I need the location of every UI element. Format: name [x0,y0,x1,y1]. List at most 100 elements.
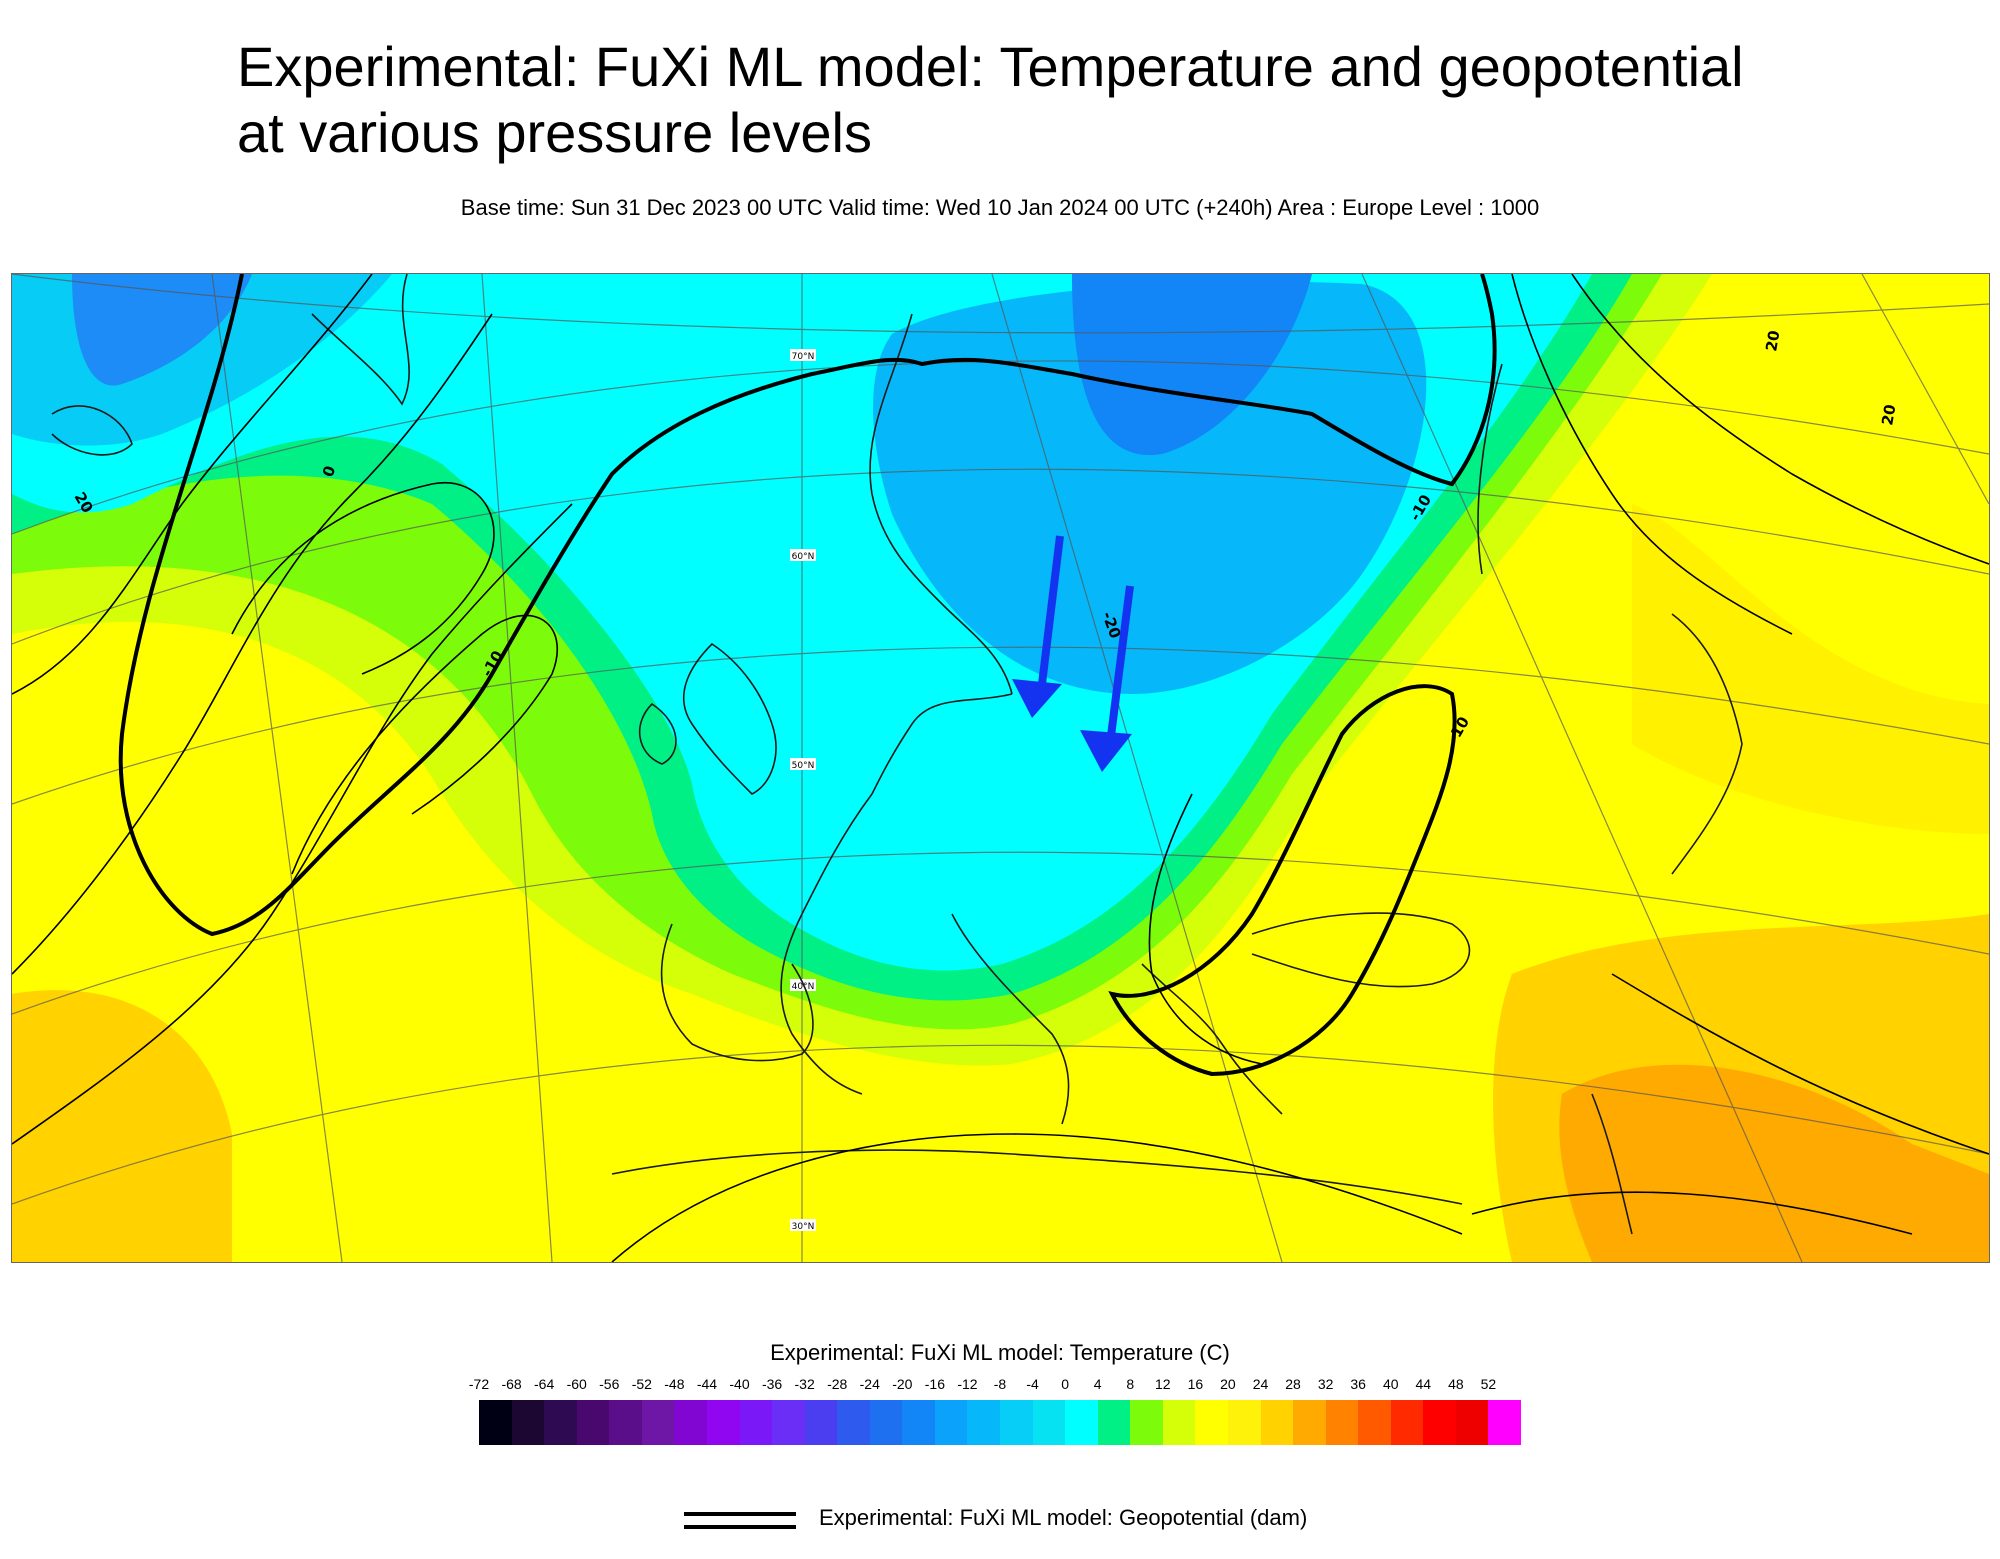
colorbar-tick-label: -20 [892,1376,913,1392]
parallel-30 [12,1044,1989,1205]
colorbar-tick-label: -56 [599,1376,620,1392]
colorbar-cell [1358,1400,1391,1445]
colorbar-tick-label: -52 [631,1376,652,1392]
contour-thin-10 [1611,973,1989,1155]
contour-bold-trough [1108,684,1457,1077]
colorbar-tick-label: -44 [696,1376,718,1392]
contour-thin-4 [231,481,495,675]
colorbar-cell [1293,1400,1326,1445]
colorbar-cell [1390,1400,1424,1445]
colorbar-tick-label: 16 [1187,1376,1204,1392]
colorbar-cell [706,1400,740,1445]
colorbar-cell [1162,1400,1196,1445]
arrow-1-shaft [1038,535,1064,685]
colorbar-cell [1227,1400,1261,1445]
parallel-50 [12,646,1989,805]
contour-thin-8 [1571,274,1989,565]
colorbar-tick-label: -4 [1026,1376,1039,1392]
coast-norway [869,313,1013,695]
temperature-map[interactable]: 70°N 60°N 50°N 40°N 30°N [11,273,1990,1263]
parallel-60b [12,468,1989,645]
lat-label-60: 60°N [792,552,815,562]
geopotential-legend: Experimental: FuXi ML model: Geopotentia… [684,1505,1384,1545]
colorbar-tick-label: 20 [1220,1376,1236,1392]
colorbar-tick-label: -28 [827,1376,848,1392]
colorbar-tick-label: 28 [1285,1376,1301,1392]
colorbar-tick-label: 12 [1155,1376,1171,1392]
colorbar-cell [674,1400,707,1445]
colorbar-tick-label: 40 [1382,1376,1399,1392]
coast-ireland [638,702,677,765]
colorbar-cell [1195,1400,1228,1445]
map-canvas: 70°N 60°N 50°N 40°N 30°N [12,274,1989,1262]
lat-60-bg [790,549,816,561]
colorbar-tick-label: -48 [664,1376,685,1392]
colorbar-cell [837,1400,870,1445]
colorbar-tick-label: 52 [1480,1376,1497,1392]
coast-north-africa [611,1149,1463,1205]
contour-thin-9 [1148,793,1263,1065]
colorbar-tick-label: -32 [794,1376,815,1392]
iso-label-20-east2: 20 [1878,403,1899,427]
coast-greenland-south [51,405,133,456]
iso-label-20-east1: 20 [1762,329,1783,353]
warm-zone-middle-east [1559,1064,1989,1262]
coast-caspian [1671,613,1743,875]
colorbar-tick-label: -68 [501,1376,522,1392]
colorbar-tick-label: -60 [566,1376,587,1392]
contour-thin-3 [12,503,573,1145]
colorbar-cell [1000,1400,1033,1445]
contour-thin-11 [1471,1191,1913,1235]
colorbar-cell [1032,1400,1066,1445]
geopotential-legend-title: Experimental: FuXi ML model: Geopotentia… [819,1505,1308,1530]
lat-30-bg [790,1219,816,1231]
geopotential-contours-bold [118,274,1497,1077]
contour-thin-7 [1511,274,1793,635]
contour-thin-6 [611,1133,1463,1262]
geopotential-contours [12,274,1989,1262]
colorbar-cell [1325,1400,1359,1445]
meridian-w2 [481,274,553,1262]
colorbar-cell [967,1400,1000,1445]
parallel-60 [12,360,1989,535]
colorbar-tick-label: -24 [859,1376,880,1392]
colorbar-tick-label: -36 [761,1376,783,1392]
lat-label-40: 40°N [792,982,815,992]
colorbar-cell [1065,1400,1098,1445]
colorbar-cell [1423,1400,1456,1445]
colorbar-cell [511,1400,545,1445]
colorbar-tick-label: 44 [1415,1376,1432,1392]
colorbar-cell [869,1400,903,1445]
cold-air-arrows [1012,535,1134,772]
coast-iceland-greenland [311,274,410,406]
colorbar-tick-label: 0 [1061,1376,1070,1392]
contour-thin-5 [291,614,558,875]
arrow-1-head [1012,679,1062,718]
colorbar-tick-label: -16 [924,1376,945,1392]
colorbar-tick-label: 48 [1448,1376,1464,1392]
line-sample-top [684,1512,796,1516]
warm-zone-northeast [1632,504,1989,834]
meridian-e3 [1861,274,1989,505]
colorbar-tick-label: 32 [1317,1376,1334,1392]
colorbar-cell [1097,1400,1131,1445]
colorbar-tick-label: 24 [1252,1376,1269,1392]
cold-zone-greenland-core [72,274,252,386]
coast-britain [682,642,777,795]
lat-70-bg [790,349,816,361]
coast-western-europe [780,693,1013,1095]
latitude-labels: 70°N 60°N 50°N 40°N 30°N [790,349,816,1232]
coast-red-sea [1591,1093,1633,1235]
geopotential-line-sample [684,1510,796,1532]
cold-zone-russia-core [1072,274,1312,456]
contour-thin-1 [12,274,373,695]
arrow-2-head [1080,730,1132,772]
colorbar-cell [1260,1400,1294,1445]
contour-thin-2 [12,313,493,975]
meridian-e1 [991,274,1283,1262]
colorbar-cell [804,1400,838,1445]
page-title: Experimental: FuXi ML model: Temperature… [237,35,1744,164]
colorbar-cell [1130,1400,1163,1445]
colorbar-cell [544,1400,577,1445]
arrow-2-shaft [1107,585,1134,737]
